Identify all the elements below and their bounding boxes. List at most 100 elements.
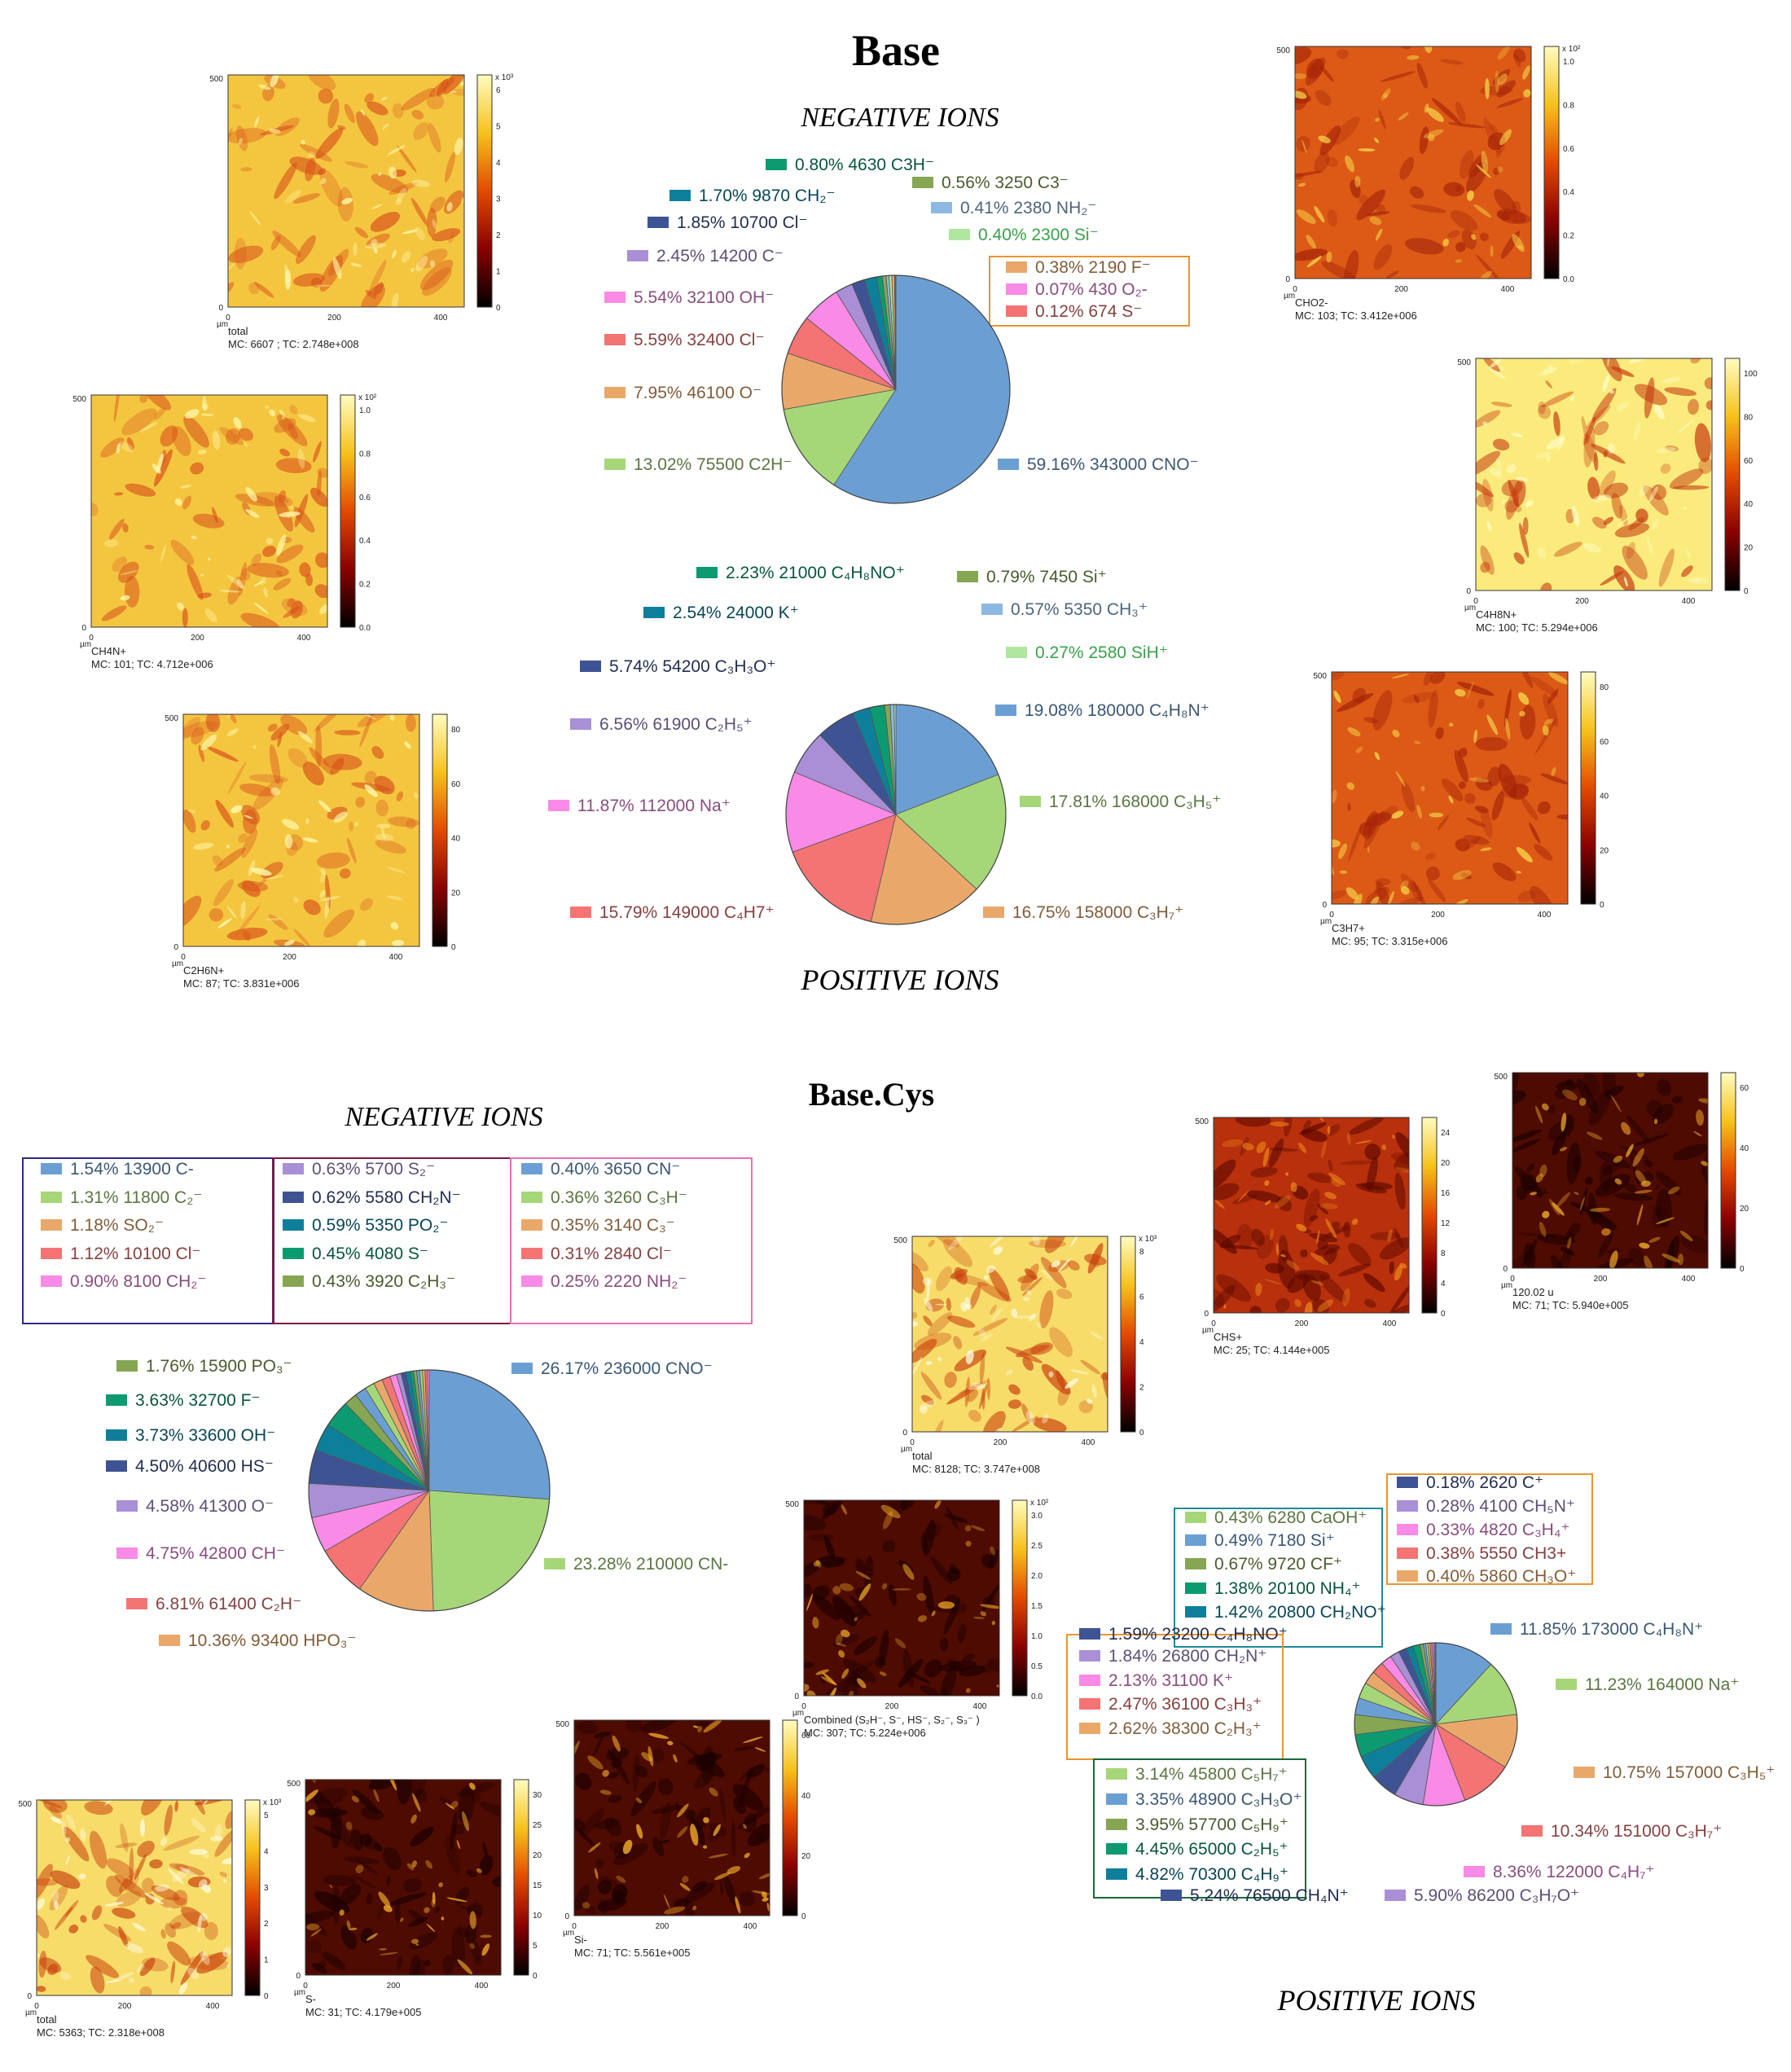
cys-negative-legend-swatch-2 xyxy=(159,1635,180,1646)
cys-positive-legend-swatch-20 xyxy=(1185,1534,1206,1546)
map-total-cys-neg-unit: µm xyxy=(25,2008,37,2017)
cys-negative-legend-swatch-3 xyxy=(126,1598,147,1609)
base-positive-legend-swatch-1 xyxy=(1020,796,1041,807)
base-negative-legend-swatch-13 xyxy=(1006,283,1027,295)
map-si-cbar-tick-0: 60 xyxy=(801,1732,811,1741)
base-positive-legend-label-6: 5.74% 54200 C₃H₃O⁺ xyxy=(609,657,775,676)
base-negative-legend-label-6: 1.85% 10700 Cl⁻ xyxy=(677,213,808,232)
map-c2h6n-stats: MC: 87; TC: 3.831e+006 xyxy=(183,977,300,990)
map-ch4n-ytick-0: 0 xyxy=(81,624,86,633)
cys-positive-legend-swatch-1 xyxy=(1556,1679,1577,1690)
base-negative-legend-label-5: 2.45% 14200 C⁻ xyxy=(656,247,784,266)
map-total-base-stats: MC: 6607 ; TC: 2.748e+008 xyxy=(228,338,359,350)
map-chs-cbar-tick-0: 24 xyxy=(1441,1129,1451,1138)
map-s: 0 500 0 200 400 µm 30 25 20 15 10 5 0 S-MC: 31; TC: 4… xyxy=(287,1779,542,2018)
map-ch4n-colorbar xyxy=(340,394,356,628)
map-c2h6n-cbar-tick-2: 40 xyxy=(451,835,461,844)
map-combined-cbar-tick-6: 0.0 xyxy=(1031,1692,1043,1701)
map-s-xtick-2: 400 xyxy=(475,1982,489,1991)
map-c2h6n-cbar-tick-0: 80 xyxy=(451,726,461,735)
map-c2h6n-cbar-tick-4: 0 xyxy=(451,943,456,952)
map-total-base-xtick-0: 0 xyxy=(226,314,230,323)
map-cho2-ytick-max: 500 xyxy=(1276,46,1290,55)
cys-positive-legend-swatch-4 xyxy=(1464,1866,1485,1877)
map-total-cys-pos-label: total xyxy=(912,1450,933,1462)
map-c3h7-stats: MC: 95; TC: 3.315e+006 xyxy=(1332,935,1448,947)
cys-positive-legend-swatch-2 xyxy=(1574,1767,1595,1778)
map-total-base-cbar-tick-0: 6 xyxy=(496,86,501,95)
cys-positive-legend-label-8: 4.45% 65000 C₂H₅⁺ xyxy=(1135,1840,1288,1859)
map-si-frame xyxy=(573,1719,770,1916)
cys-neg-legend-box-3 xyxy=(510,1157,753,1324)
base-negative-legend-label-7: 1.70% 9870 CH₂⁻ xyxy=(699,187,836,205)
map-si-colorbar xyxy=(782,1719,798,1916)
base-negative-legend-label-12: 0.38% 2190 F⁻ xyxy=(1035,258,1151,277)
map-combined-scale-exp: x 10² xyxy=(1030,1499,1049,1508)
cys-negative-legend-label-6: 4.50% 40600 HS⁻ xyxy=(135,1457,274,1476)
map-total-cys-neg-ytick-0: 0 xyxy=(27,1992,32,2001)
map-total-base-cbar-tick-1: 5 xyxy=(496,123,501,132)
map-total-base-cbar-tick-4: 2 xyxy=(496,231,501,240)
cys-negative-legend-swatch-8 xyxy=(106,1394,127,1406)
cys-positive-legend-swatch-9 xyxy=(1106,1819,1127,1830)
map-s-cbar-tick-6: 0 xyxy=(533,1972,538,1981)
map-c3h7-cbar-tick-1: 60 xyxy=(1600,738,1609,747)
map-c3h7-cbar-tick-2: 40 xyxy=(1600,792,1609,801)
cys-negative-legend-swatch-23 xyxy=(521,1248,542,1259)
map-chs-frame xyxy=(1213,1117,1410,1314)
map-total-cys-neg-cbar-tick-3: 2 xyxy=(264,1920,269,1929)
cys-positive-legend-label-20: 0.49% 7180 Si⁺ xyxy=(1214,1531,1335,1550)
map-si-stats: MC: 71; TC: 5.561e+005 xyxy=(574,1947,691,1959)
base-negative-legend-label-13: 0.07% 430 O₂- xyxy=(1035,280,1148,299)
map-total-cys-pos-cbar-tick-2: 4 xyxy=(1139,1338,1144,1347)
cys-positive-legend-swatch-16 xyxy=(1079,1628,1100,1640)
cys-negative-legend-label-23: 0.31% 2840 Cl⁻ xyxy=(551,1245,672,1263)
cys-positive-legend-label-15: 1.84% 26800 CH₂N⁺ xyxy=(1108,1647,1266,1666)
map-total-cys-neg-ytick-max: 500 xyxy=(18,1800,32,1809)
cys-negative-legend-label-2: 10.36% 93400 HPO₃⁻ xyxy=(188,1631,356,1650)
map-c2h6n-xtick-0: 0 xyxy=(181,953,186,962)
cys-negative-slice-0 xyxy=(428,1369,551,1500)
base-negative-legend-label-2: 7.95% 46100 O⁻ xyxy=(634,384,762,402)
map-si-texture xyxy=(574,1720,770,1916)
map-si-label: Si- xyxy=(574,1934,587,1946)
map-s-unit: µm xyxy=(294,1988,305,1997)
map-s-cbar-tick-3: 15 xyxy=(533,1881,542,1890)
map-total-cys-pos-frame xyxy=(911,1236,1108,1433)
base-negative-legend-swatch-3 xyxy=(604,334,626,345)
cys-pos-legend-box-4 xyxy=(1093,1758,1306,1899)
map-si-cbar-tick-2: 20 xyxy=(801,1852,811,1861)
map-chs-label: CHS+ xyxy=(1214,1331,1242,1343)
map-c2h6n-label: C2H6N+ xyxy=(183,964,224,977)
map-cho2-xtick-1: 200 xyxy=(1394,285,1408,294)
cys-positive-legend-swatch-7 xyxy=(1106,1868,1127,1880)
map-combined-cbar-tick-4: 1.0 xyxy=(1031,1632,1043,1641)
map-total-cys-neg-cbar-tick-5: 0 xyxy=(264,1992,269,2001)
map-c2h6n-ytick-0: 0 xyxy=(173,943,178,952)
map-c4h8n-frame xyxy=(1475,358,1713,591)
cys-negative-legend-label-13: 1.12% 10100 Cl⁻ xyxy=(70,1245,201,1263)
map-c4h8n-cbar-tick-4: 20 xyxy=(1744,544,1754,553)
cys-positive-legend-swatch-26 xyxy=(1397,1477,1418,1488)
base-negative-legend-label-0: 59.16% 343000 CNO⁻ xyxy=(1027,455,1199,474)
map-combined-colorbar xyxy=(1012,1499,1028,1697)
map-c2h6n-xtick-1: 200 xyxy=(283,953,296,962)
cys-negative-legend-label-19: 0.43% 3920 C₂H₃⁻ xyxy=(312,1272,455,1291)
base-pos-title: POSITIVE IONS xyxy=(801,964,999,996)
base-negative-legend-label-11: 0.40% 2300 Si⁻ xyxy=(978,226,1099,244)
cys-positive-legend-label-23: 0.38% 5550 CH3+ xyxy=(1426,1544,1566,1563)
cys-negative-legend-label-18: 0.45% 4080 S⁻ xyxy=(312,1245,428,1263)
map-ch4n-cbar-tick-5: 0.0 xyxy=(359,624,371,633)
cys-negative-legend-swatch-21 xyxy=(521,1192,542,1203)
base-positive-legend-label-1: 17.81% 168000 C₃H₅⁺ xyxy=(1049,792,1221,811)
base-positive-outline xyxy=(785,704,1007,925)
map-c4h8n-cbar-tick-3: 40 xyxy=(1744,500,1754,509)
cys-positive-legend-swatch-21 xyxy=(1185,1512,1206,1523)
map-s-cbar-tick-5: 5 xyxy=(533,1942,538,1951)
map-chs: 0 500 0 200 400 µm 24 20 16 12 8 4 0 CHS+MC: 25; TC: … xyxy=(1195,1117,1451,1356)
